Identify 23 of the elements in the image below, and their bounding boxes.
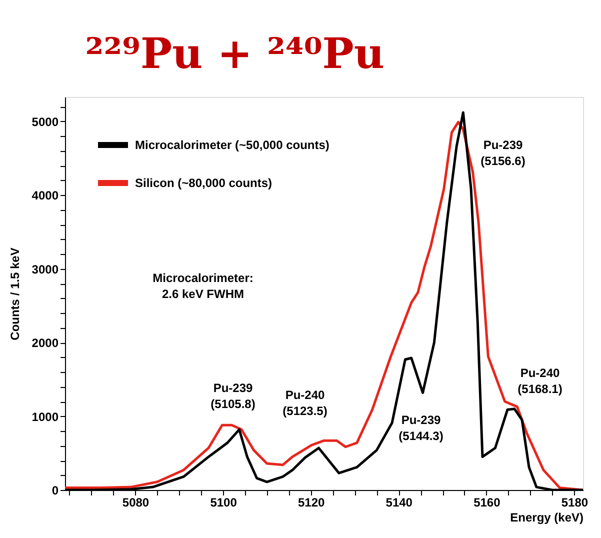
- y-tick-label: 4000: [32, 188, 59, 203]
- x-tick-label: 5180: [561, 496, 588, 510]
- y-axis-title: Counts / 1.5 keV: [8, 248, 22, 340]
- legend-label: Silicon (~80,000 counts): [135, 176, 272, 190]
- y-tick-label: 1000: [32, 410, 59, 424]
- y-tick-label: 3000: [32, 262, 59, 276]
- annotation: Pu-240 (5168.1): [518, 366, 562, 396]
- x-tick-label: 5080: [122, 496, 150, 510]
- x-tick-label: 5160: [474, 496, 501, 510]
- legend-label: Microcalorimeter (~50,000 counts): [135, 138, 330, 152]
- annotation: Pu-239 (5144.3): [398, 413, 444, 443]
- y-tick-label: 2000: [32, 336, 59, 350]
- y-tick-label: 5000: [32, 114, 59, 129]
- annotation: Pu-240 (5123.5): [282, 388, 328, 418]
- x-tick-label: 5100: [210, 496, 238, 510]
- x-tick-label: 5120: [298, 496, 325, 510]
- annotation: Pu-239 (5156.6): [480, 138, 526, 168]
- x-axis-title: Energy (keV): [510, 510, 584, 524]
- y-tick-label: 0: [52, 484, 59, 498]
- chart-title: ²²⁹Pu + ²⁴⁰Pu: [85, 29, 384, 78]
- annotation: Microcalorimeter: 2.6 keV FWHM: [152, 271, 254, 301]
- annotation: Pu-239 (5105.8): [210, 381, 256, 411]
- x-tick-label: 5140: [386, 496, 413, 510]
